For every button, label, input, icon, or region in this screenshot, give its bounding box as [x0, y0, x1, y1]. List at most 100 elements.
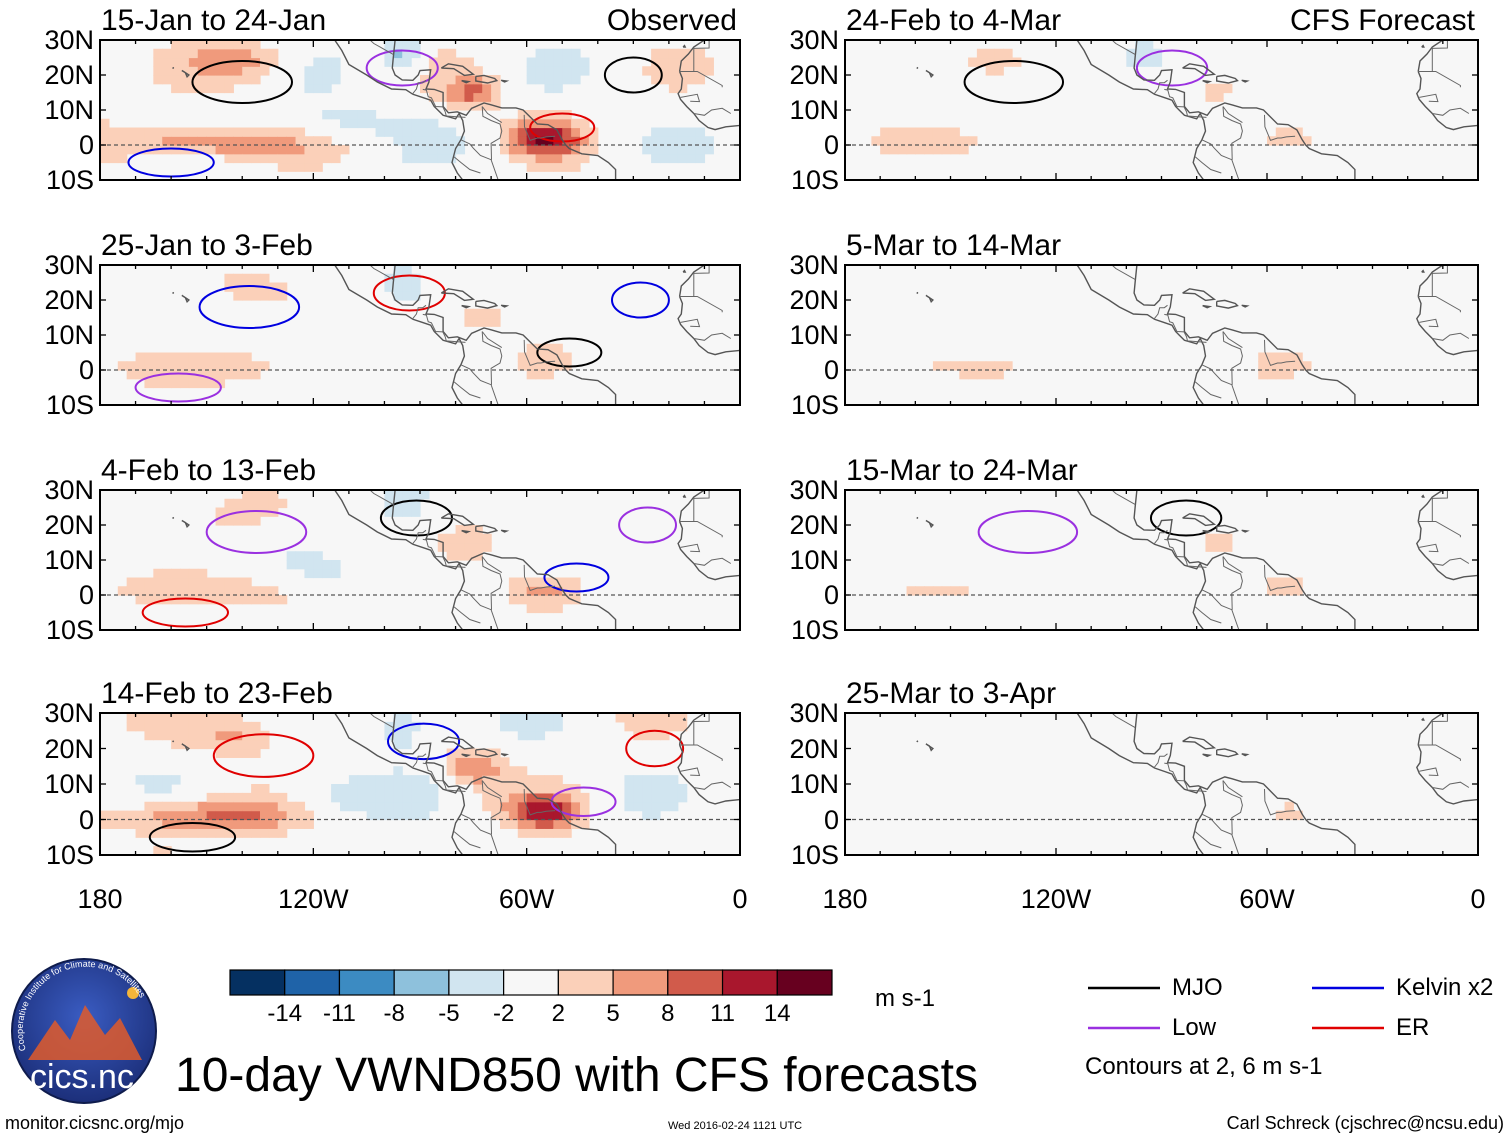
panel-background [845, 713, 1478, 855]
panel-title: 15-Mar to 24-Mar [846, 454, 1078, 487]
heatmap-cell [553, 595, 563, 605]
heatmap-cell [126, 819, 137, 829]
heatmap-cell [508, 721, 519, 732]
heatmap-cell [188, 127, 199, 137]
heatmap-cell [393, 118, 403, 129]
heatmap-cell [260, 828, 270, 838]
heatmap-cell [411, 291, 421, 301]
heatmap-cell [553, 810, 563, 821]
coastline [1182, 288, 1217, 302]
legend-label: ER [1396, 1014, 1430, 1041]
heatmap-cell [260, 361, 270, 371]
heatmap-cell [535, 577, 546, 587]
heatmap-cell [153, 66, 163, 76]
heatmap-cell [224, 828, 234, 838]
heatmap-cell [544, 153, 554, 164]
coastline [1416, 296, 1478, 356]
heatmap-cell [553, 145, 563, 155]
heatmap-cell [428, 118, 439, 129]
heatmap-cell [473, 83, 483, 94]
colorbar-swatch [612, 969, 669, 996]
heatmap-cell [562, 118, 572, 129]
contour-line [212, 733, 315, 778]
coastline [461, 753, 472, 758]
lon-label: 180 [77, 884, 123, 914]
heatmap-cell [1258, 352, 1268, 362]
heatmap-cell [651, 136, 661, 146]
heatmap-cell [162, 828, 172, 838]
heatmap-cell [153, 595, 163, 605]
heatmap-cell [420, 145, 430, 155]
heatmap-cell [473, 542, 483, 552]
heatmap-cell [117, 153, 128, 164]
heatmap-cell [153, 810, 163, 821]
coastline [677, 744, 740, 805]
coastline [181, 743, 191, 752]
heatmap-cell [508, 586, 519, 596]
contour-line [1149, 499, 1223, 537]
heatmap-cell [393, 730, 403, 741]
heatmap-cell [197, 370, 208, 380]
heatmap-cell [651, 153, 661, 164]
heatmap-cell [268, 127, 279, 137]
heatmap-cell [357, 784, 368, 794]
coastline [172, 516, 175, 519]
heatmap-cell [260, 48, 270, 59]
heatmap-cell [660, 801, 670, 812]
panel-field [100, 490, 740, 630]
heatmap-cell [897, 127, 908, 137]
heatmap-cell [304, 145, 314, 155]
coastline [1075, 490, 1207, 630]
heatmap-cell [384, 48, 394, 59]
heatmap-cell [153, 136, 163, 146]
heatmap-cell [473, 533, 483, 544]
heatmap-cell [924, 127, 934, 137]
heatmap-cell [162, 846, 172, 855]
border-line [1264, 114, 1296, 142]
heatmap-cell [117, 145, 128, 155]
heatmap-cell [260, 57, 270, 67]
heatmap-cell [642, 145, 652, 155]
heatmap-cell [651, 145, 661, 155]
heatmap-cell [544, 586, 554, 596]
heatmap-cell [562, 595, 572, 605]
heatmap-cell [348, 118, 359, 129]
heatmap-cell [402, 265, 412, 275]
heatmap-cell [562, 75, 572, 85]
heatmap-cell [500, 801, 510, 812]
heatmap-cell [535, 361, 546, 371]
heatmap-cell [553, 57, 563, 67]
heatmap-cell [313, 66, 323, 76]
heatmap-cell [544, 145, 554, 155]
heatmap-cell [224, 153, 234, 164]
heatmap-cell [348, 110, 359, 120]
heatmap-cell [197, 810, 208, 821]
heatmap-cell [135, 127, 146, 137]
heatmap-cell [313, 145, 323, 155]
coastline [461, 304, 472, 309]
heatmap-cell [197, 48, 208, 59]
heatmap-cell [695, 66, 706, 76]
heatmap-cell [277, 153, 288, 164]
heatmap-cell [215, 730, 226, 741]
heatmap-cell [1275, 577, 1286, 587]
coastline [391, 713, 617, 855]
heatmap-cell [197, 40, 208, 50]
heatmap-cell [393, 57, 403, 67]
contour-line [148, 822, 237, 853]
border-line [411, 529, 427, 545]
logo-sun [127, 987, 139, 999]
heatmap-cell [135, 136, 146, 146]
coastline [677, 71, 740, 131]
heatmap-cell [357, 801, 368, 812]
heatmap-cell [668, 145, 679, 155]
heatmap-cell [580, 136, 590, 146]
heatmap-cell [642, 775, 652, 785]
heatmap-cell [268, 828, 279, 838]
heatmap-cell [322, 110, 332, 120]
heatmap-cell [135, 370, 146, 380]
heatmap-cell [242, 145, 252, 155]
heatmap-cell [215, 507, 226, 517]
heatmap-cell [224, 361, 234, 371]
